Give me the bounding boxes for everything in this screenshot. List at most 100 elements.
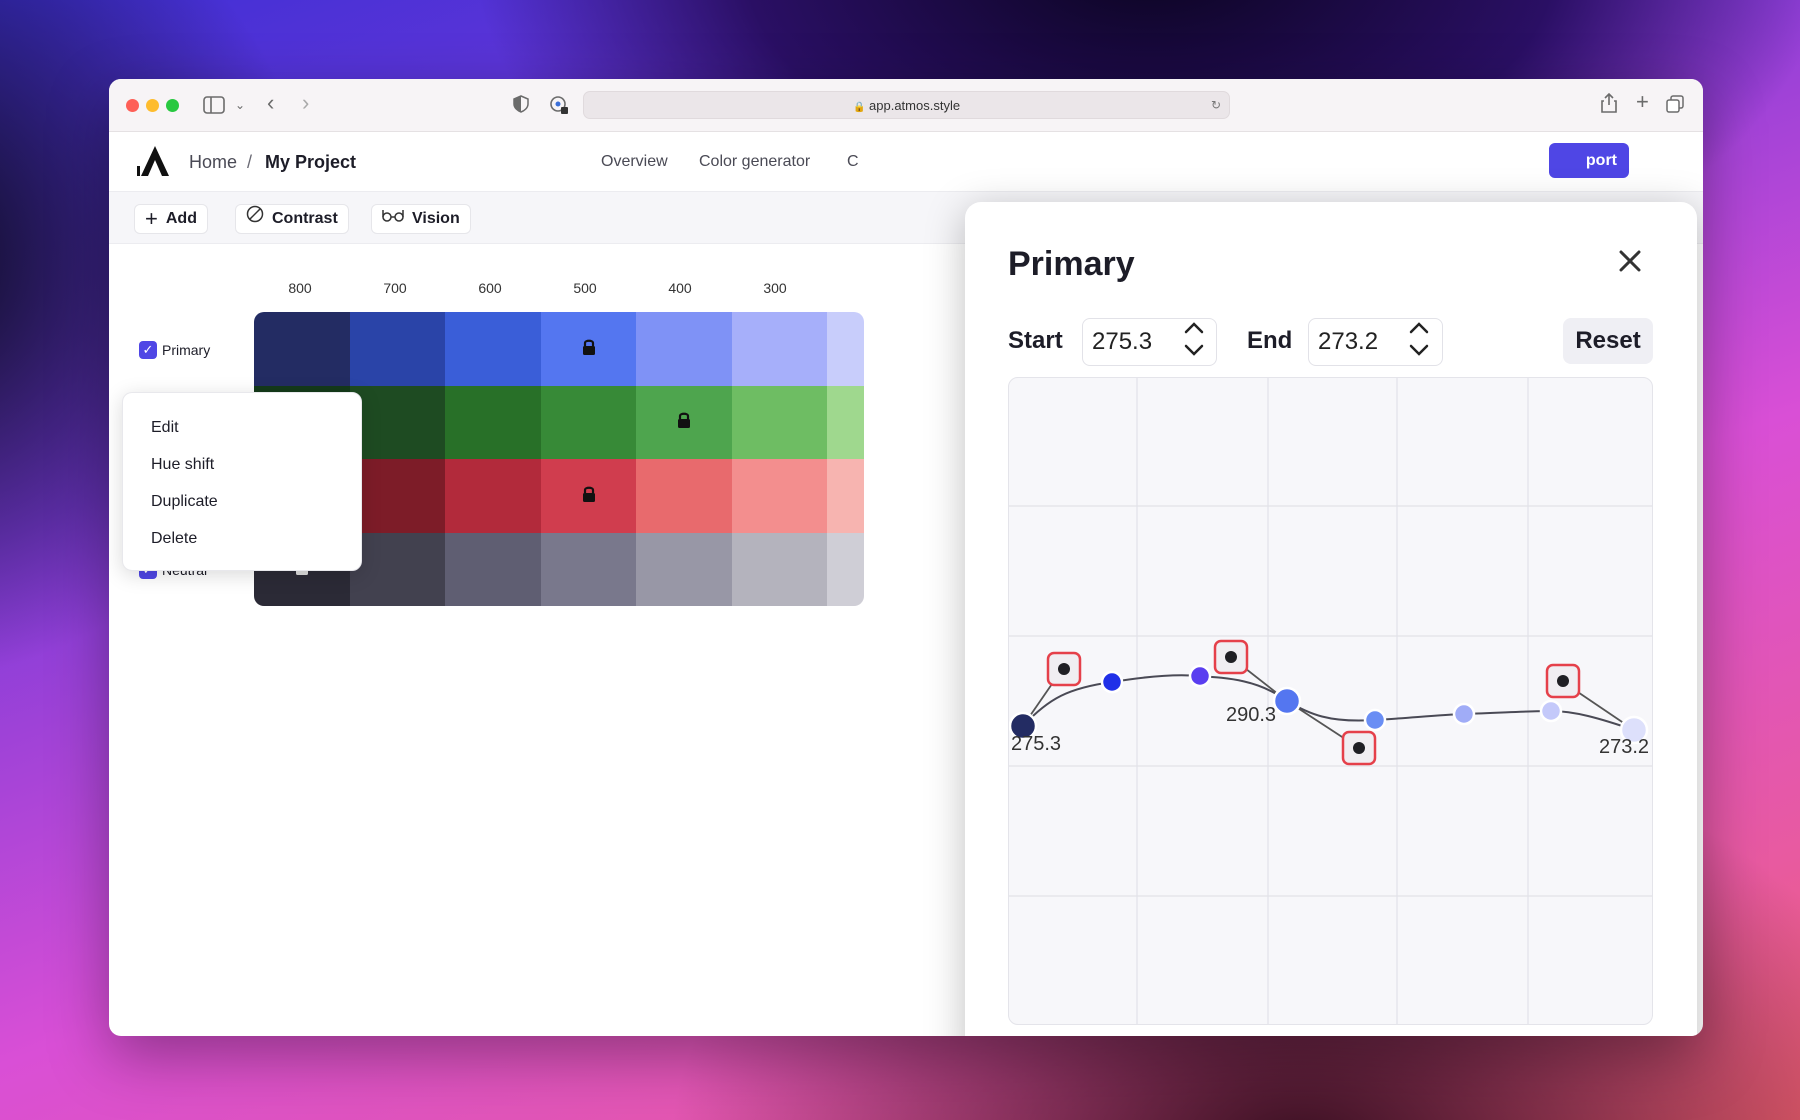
menu-item-duplicate[interactable]: Duplicate: [151, 493, 218, 510]
chevron-up-icon[interactable]: [1184, 319, 1204, 341]
breadcrumb-home[interactable]: Home: [189, 152, 238, 172]
nav-overview[interactable]: Overview: [601, 153, 668, 170]
color-swatch[interactable]: [636, 459, 732, 533]
color-swatch[interactable]: [731, 385, 828, 460]
control-handle[interactable]: [1545, 663, 1581, 699]
close-window-button[interactable]: [126, 99, 139, 112]
color-point-700[interactable]: [1100, 670, 1124, 694]
color-swatch[interactable]: [254, 312, 350, 386]
color-swatch[interactable]: [827, 459, 864, 533]
color-point-500[interactable]: [1272, 686, 1302, 716]
color-swatch[interactable]: [349, 385, 446, 460]
color-point-600[interactable]: [1188, 664, 1212, 688]
menu-item-delete[interactable]: Delete: [151, 530, 198, 547]
column-header-700: 700: [383, 280, 407, 296]
end-input[interactable]: 273.2: [1308, 318, 1443, 366]
tab-overview-icon[interactable]: [1666, 95, 1684, 116]
breadcrumb-project[interactable]: My Project: [265, 152, 357, 172]
color-swatch[interactable]: [827, 385, 864, 460]
shield-icon[interactable]: [513, 95, 529, 116]
color-swatch[interactable]: [445, 532, 541, 606]
color-swatch[interactable]: [827, 532, 864, 606]
color-swatch[interactable]: [636, 532, 732, 606]
hue-curve-graph[interactable]: 275.3 290.3 273.2: [1008, 377, 1653, 1025]
graph-label-start: 275.3: [1011, 733, 1061, 755]
modal-title: Primary: [1008, 245, 1135, 283]
color-swatch[interactable]: [540, 532, 637, 606]
column-header-500: 500: [573, 280, 597, 296]
color-swatch[interactable]: [731, 312, 828, 386]
close-icon[interactable]: [1617, 248, 1643, 279]
end-stepper[interactable]: [1400, 314, 1438, 368]
column-header-600: 600: [478, 280, 502, 296]
row-label-primary[interactable]: Primary: [162, 342, 211, 358]
nav-more[interactable]: C: [847, 153, 859, 170]
color-swatch[interactable]: [731, 459, 828, 533]
control-handle[interactable]: [1341, 730, 1377, 766]
add-button[interactable]: + Add: [134, 204, 208, 234]
color-swatch[interactable]: [540, 385, 637, 460]
color-swatch[interactable]: [445, 459, 541, 533]
chevron-down-icon[interactable]: ⌄: [235, 98, 246, 112]
menu-item-hue-shift[interactable]: Hue shift: [151, 456, 215, 473]
graph-label-end: 273.2: [1599, 736, 1649, 758]
sidebar-toggle-icon[interactable]: [203, 96, 225, 117]
add-label: Add: [165, 210, 197, 227]
color-point-400[interactable]: [1363, 708, 1387, 732]
start-value: 275.3: [1092, 328, 1153, 355]
color-swatch[interactable]: [540, 459, 637, 533]
browser-window: ⌄ ‹ › 🔒 app.atmos.style ↻ + Home / My Pr…: [109, 79, 1703, 1036]
color-point-200[interactable]: [1539, 699, 1563, 723]
export-button[interactable]: port: [1549, 143, 1629, 178]
color-swatch[interactable]: [349, 312, 446, 386]
color-point-800[interactable]: [1009, 711, 1038, 741]
menu-item-edit[interactable]: Edit: [151, 419, 179, 436]
color-swatch[interactable]: [349, 459, 446, 533]
row-checkbox-primary[interactable]: ✓: [139, 341, 157, 359]
start-input[interactable]: 275.3: [1082, 318, 1217, 366]
chevron-down-icon[interactable]: [1184, 341, 1204, 363]
lock-icon[interactable]: [581, 485, 597, 508]
password-icon[interactable]: [549, 95, 569, 118]
lock-icon: 🔒: [852, 102, 866, 113]
new-tab-icon[interactable]: +: [1636, 89, 1649, 114]
lock-icon[interactable]: [581, 338, 597, 361]
reset-label: Reset: [1575, 327, 1641, 354]
plus-icon: +: [145, 206, 158, 231]
vision-button[interactable]: Vision: [371, 204, 471, 234]
address-bar[interactable]: 🔒 app.atmos.style ↻: [583, 91, 1230, 119]
contrast-label: Contrast: [272, 210, 338, 227]
chevron-down-icon[interactable]: [1409, 341, 1429, 363]
vision-label: Vision: [412, 210, 460, 227]
color-swatch[interactable]: [349, 532, 446, 606]
export-label: port: [1585, 152, 1617, 169]
color-point-300[interactable]: [1452, 702, 1476, 726]
control-handle[interactable]: [1046, 651, 1082, 687]
hue-curve-svg[interactable]: 275.3 290.3 273.2: [1009, 378, 1653, 1025]
color-swatch[interactable]: [636, 312, 732, 386]
nav-color-generator[interactable]: Color generator: [699, 153, 811, 170]
contrast-button[interactable]: Contrast: [235, 204, 349, 234]
zoom-window-button[interactable]: [166, 99, 179, 112]
forward-arrow-icon[interactable]: ›: [302, 90, 310, 115]
color-swatch[interactable]: [445, 385, 541, 460]
minimize-window-button[interactable]: [146, 99, 159, 112]
color-swatch[interactable]: [540, 312, 637, 386]
color-point-100[interactable]: [1619, 715, 1649, 745]
lock-icon[interactable]: [676, 411, 692, 434]
reset-button[interactable]: Reset: [1563, 318, 1653, 364]
chevron-up-icon[interactable]: [1409, 319, 1429, 341]
share-icon[interactable]: [1601, 92, 1617, 116]
app-header: Home / My Project Overview Color generat…: [109, 132, 1703, 192]
back-arrow-icon[interactable]: ‹: [267, 90, 275, 115]
control-handle[interactable]: [1213, 639, 1249, 675]
color-swatch[interactable]: [827, 312, 864, 386]
color-swatch[interactable]: [445, 312, 541, 386]
color-swatch[interactable]: [636, 385, 732, 460]
atmos-logo-icon[interactable]: [137, 142, 173, 183]
contrast-icon: [246, 205, 264, 233]
start-stepper[interactable]: [1175, 314, 1213, 368]
end-label: End: [1247, 327, 1293, 354]
color-swatch[interactable]: [731, 532, 828, 606]
reload-icon[interactable]: ↻: [1210, 98, 1221, 112]
